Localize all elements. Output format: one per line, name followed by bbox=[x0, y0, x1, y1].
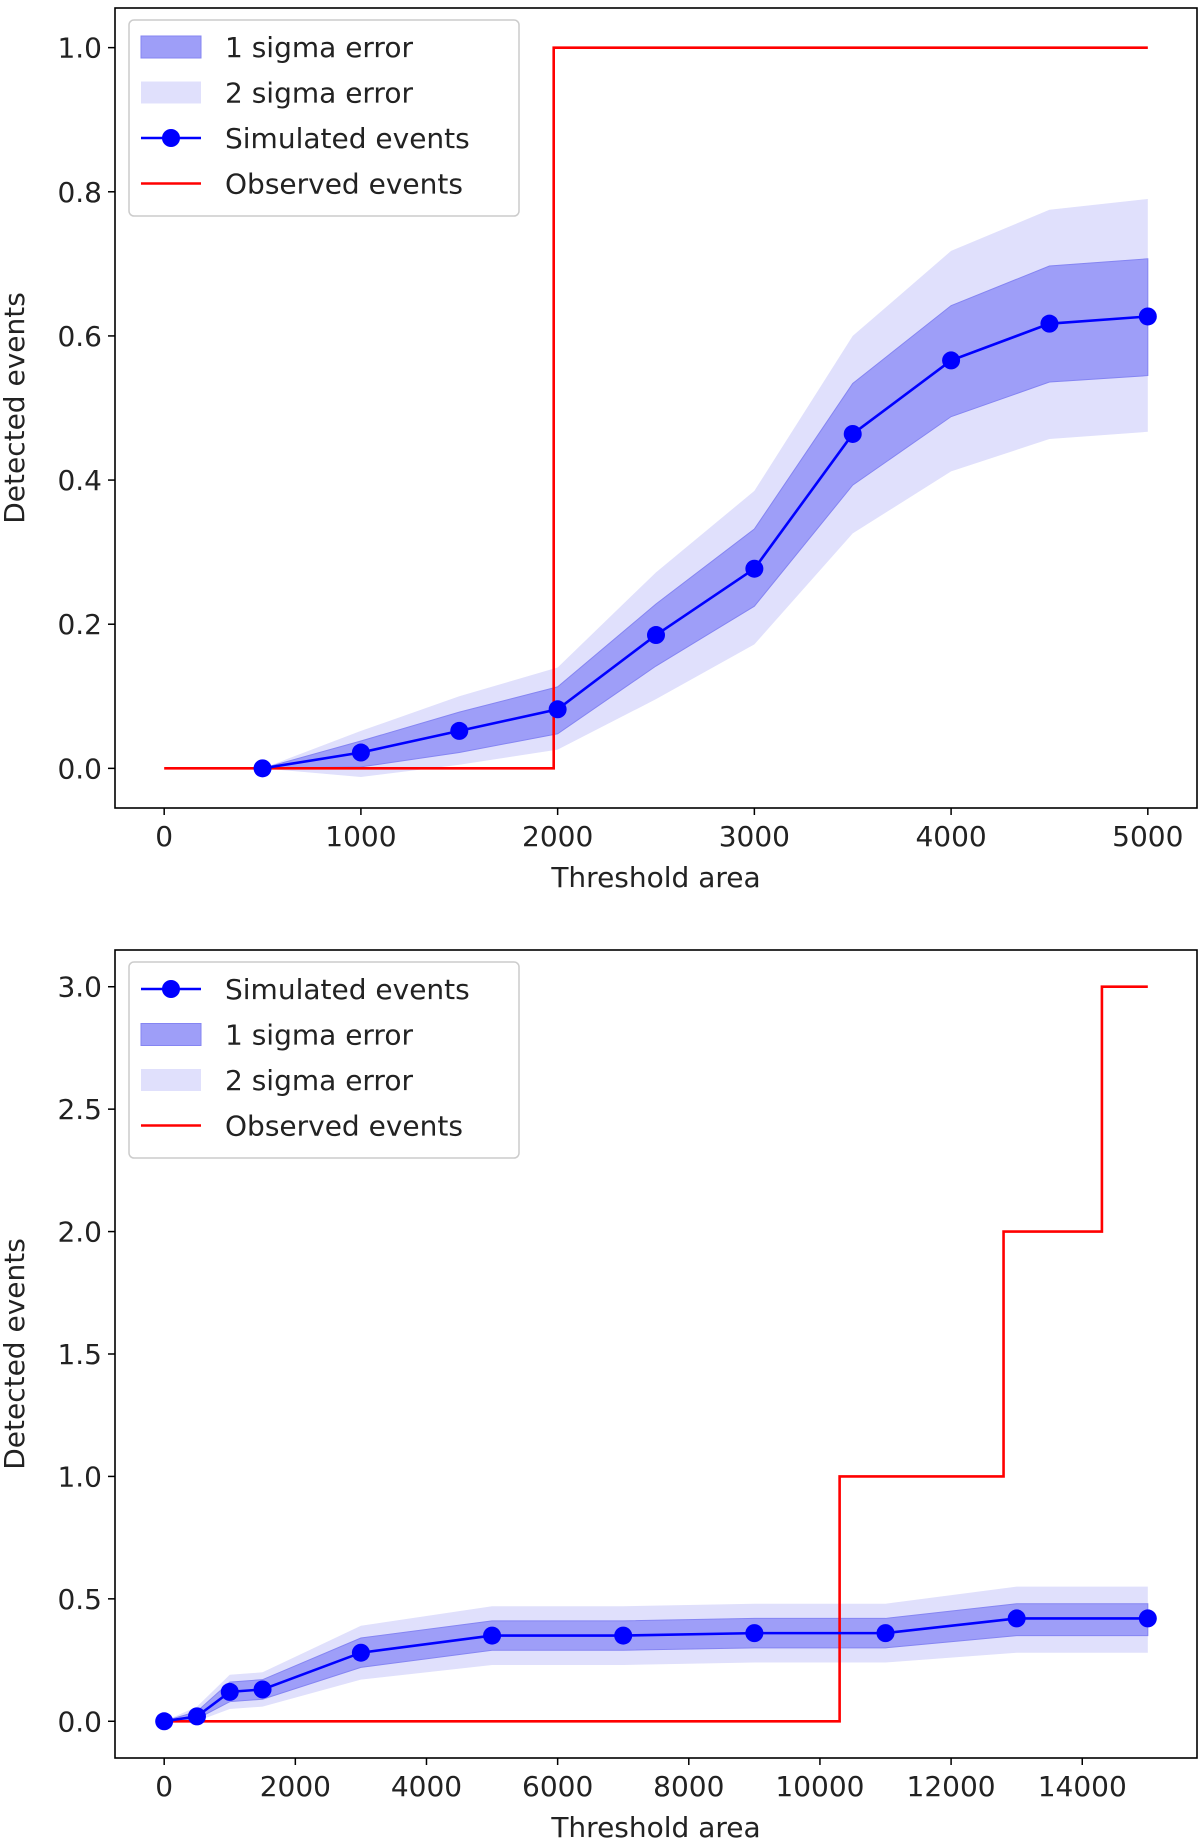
chart0-simulated-point bbox=[351, 743, 370, 762]
chart0-x-tick-label: 3000 bbox=[719, 820, 790, 853]
chart1-x-tick-label: 12000 bbox=[907, 1770, 996, 1803]
chart0-y-tick-label: 0.8 bbox=[57, 176, 102, 209]
chart-bottom: 0 2000 4000 6000 8000 10000 12000 14000 0.0 0.5 1.… bbox=[0, 949, 1198, 1844]
chart1-legend-label-sigma1: 1 sigma error bbox=[225, 1019, 413, 1052]
chart1-x-axis-label: Threshold area bbox=[550, 1811, 760, 1844]
chart0-observed-line bbox=[164, 46, 1148, 770]
chart1-x-tick-label: 10000 bbox=[775, 1770, 864, 1803]
chart1-y-tick-label: 0.0 bbox=[57, 1705, 102, 1738]
chart0-x-tick-label: 2000 bbox=[522, 820, 593, 853]
chart0-legend-handle-sigma2 bbox=[141, 81, 201, 104]
chart0-y-tick-label: 0.2 bbox=[57, 608, 102, 641]
chart1-y-tick-label: 0.5 bbox=[57, 1583, 102, 1616]
chart0-legend-label-sigma1: 1 sigma error bbox=[225, 31, 413, 64]
chart0-y-tick-label: 0.4 bbox=[57, 464, 102, 497]
chart1-simulated-point bbox=[253, 1680, 272, 1699]
chart1-x-tick-label: 8000 bbox=[653, 1770, 724, 1803]
chart1-y-axis-label: Detected events bbox=[0, 1238, 31, 1470]
chart1-simulated-point bbox=[1138, 1609, 1157, 1628]
chart1-simulated-point bbox=[483, 1626, 502, 1645]
chart1-legend-handle-simulated-marker bbox=[162, 980, 180, 998]
chart0-legend-handle-sigma1 bbox=[140, 35, 202, 59]
chart0-x-tick-label: 0 bbox=[155, 820, 173, 853]
chart1-simulated-point bbox=[187, 1707, 206, 1726]
chart1-simulated-point bbox=[614, 1626, 633, 1645]
chart1-legend-label-observed: Observed events bbox=[225, 1110, 463, 1143]
chart0-y-tick-label: 1.0 bbox=[57, 32, 102, 65]
chart0-simulated-point bbox=[450, 721, 469, 740]
chart1-x-tick-label: 14000 bbox=[1038, 1770, 1127, 1803]
chart1-y-tick-label: 1.0 bbox=[57, 1460, 102, 1493]
chart1-y-tick-label: 3.0 bbox=[57, 971, 102, 1004]
chart1-x-tick-label: 2000 bbox=[260, 1770, 331, 1803]
chart1-legend-label-sigma2: 2 sigma error bbox=[225, 1064, 413, 1097]
chart1-y-tick-label: 2.0 bbox=[57, 1216, 102, 1249]
chart1-legend-box bbox=[128, 961, 520, 1159]
chart1-legend-label-simulated: Simulated events bbox=[225, 973, 470, 1006]
chart0-simulated-point bbox=[942, 351, 961, 370]
chart0-simulated-point bbox=[1040, 314, 1059, 333]
chart0-simulated-line bbox=[262, 315, 1148, 770]
chart1-observed-line bbox=[164, 985, 1148, 1723]
chart1-x-tick-label: 6000 bbox=[522, 1770, 593, 1803]
chart1-simulated-point bbox=[1007, 1609, 1026, 1628]
chart0-x-tick-label: 1000 bbox=[325, 820, 396, 853]
chart1-legend-handle-sigma1 bbox=[140, 1023, 202, 1046]
chart0-x-tick-label: 5000 bbox=[1112, 820, 1183, 853]
chart0-simulated-point bbox=[745, 559, 764, 578]
chart1-simulated-point bbox=[876, 1624, 895, 1643]
chart1-x-tick-label: 0 bbox=[155, 1770, 173, 1803]
chart1-simulated-point bbox=[745, 1624, 764, 1643]
chart1-simulated-point bbox=[220, 1682, 239, 1701]
chart1-legend-handle-sigma2 bbox=[141, 1069, 201, 1091]
chart0-simulated-point bbox=[253, 759, 272, 778]
chart0-legend-label-simulated: Simulated events bbox=[225, 122, 470, 155]
chart1-y-tick-label: 2.5 bbox=[57, 1093, 102, 1126]
chart0-legend-label-observed: Observed events bbox=[225, 168, 463, 201]
chart0-y-axis-label: Detected events bbox=[0, 292, 31, 524]
chart0-simulated-point bbox=[843, 424, 862, 443]
chart0-simulated-point bbox=[647, 626, 665, 645]
chart1-simulated-point bbox=[351, 1643, 370, 1662]
chart0-legend-label-sigma2: 2 sigma error bbox=[225, 77, 413, 110]
chart0-x-axis-label: Threshold area bbox=[550, 861, 760, 894]
chart1-y-tick-label: 1.5 bbox=[57, 1338, 102, 1371]
chart0-x-tick-label: 4000 bbox=[915, 820, 986, 853]
chart0-legend-handle-simulated-marker bbox=[162, 129, 180, 147]
chart0-y-tick-label: 0.0 bbox=[57, 752, 102, 785]
chart-top: 0 1000 2000 3000 4000 5000 0.0 0.2 0.4 0.6 0.8 1.0 T… bbox=[0, 7, 1198, 894]
chart0-legend-box bbox=[128, 19, 520, 217]
chart1-simulated-point bbox=[155, 1712, 174, 1731]
chart0-simulated-point bbox=[1138, 307, 1157, 326]
chart1-x-tick-label: 4000 bbox=[391, 1770, 462, 1803]
chart0-axes-frame bbox=[114, 7, 1198, 809]
chart0-simulated-point bbox=[548, 700, 567, 719]
chart0-y-tick-label: 0.6 bbox=[57, 320, 102, 353]
